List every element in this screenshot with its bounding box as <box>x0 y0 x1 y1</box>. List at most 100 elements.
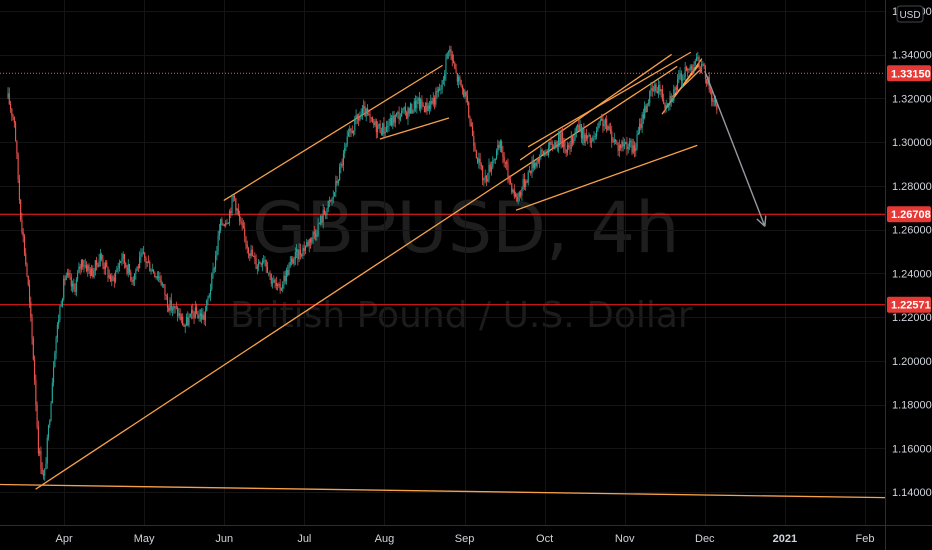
candle-body <box>63 278 65 299</box>
candle-body <box>213 268 215 270</box>
candle-body <box>340 163 342 167</box>
candle-body <box>307 242 309 246</box>
candle-body <box>511 182 513 193</box>
candle-body <box>497 144 499 151</box>
candle-body <box>378 123 380 127</box>
candle-body <box>496 150 498 159</box>
candle-body <box>482 165 484 181</box>
candle-body <box>585 134 587 139</box>
candle-body <box>113 277 115 282</box>
candle-body <box>304 246 307 251</box>
candle-body <box>541 150 543 152</box>
candle-body <box>196 307 198 314</box>
y-tick-label: 1.24000 <box>892 268 932 280</box>
currency-button[interactable]: USD <box>896 5 924 23</box>
candle-body <box>609 128 612 132</box>
candle-body <box>660 89 662 92</box>
candle-body <box>254 256 256 258</box>
candle-body <box>677 79 679 91</box>
candle-body <box>223 224 225 226</box>
candle-body <box>134 273 136 280</box>
candle-body <box>249 253 251 256</box>
candle-body <box>266 266 269 273</box>
candle-body <box>607 126 609 131</box>
candle-body <box>250 249 252 256</box>
candle-body <box>478 158 480 163</box>
candle-body <box>221 219 223 225</box>
candle-body <box>499 141 501 148</box>
candle-body <box>174 306 176 308</box>
candle-body <box>227 222 229 224</box>
candle-body <box>96 260 98 265</box>
candle-body <box>516 193 518 202</box>
candle-body <box>32 338 34 360</box>
candle-body <box>55 338 57 354</box>
candle-body <box>298 249 300 260</box>
candle-body <box>363 106 365 109</box>
candle-body <box>475 150 477 159</box>
candle-body <box>85 265 88 272</box>
candle-body <box>442 79 444 81</box>
candle-body <box>168 307 170 311</box>
candle-body <box>303 247 305 251</box>
candle-body <box>594 136 596 138</box>
candle-body <box>356 114 358 118</box>
candle-body <box>542 151 544 154</box>
candle-body <box>611 131 613 142</box>
candle-body <box>236 208 238 211</box>
candle-body <box>487 179 489 182</box>
candle-body <box>103 266 105 270</box>
candle-body <box>466 96 469 103</box>
candle-body <box>244 228 246 237</box>
candle-body <box>421 99 423 106</box>
candle-body <box>647 103 650 105</box>
candle-body <box>312 232 314 238</box>
candle-body <box>313 232 315 234</box>
y-tick-label: 1.18000 <box>892 400 932 412</box>
candle-body <box>461 86 463 90</box>
candle-body <box>669 96 671 105</box>
candle-body <box>34 359 36 381</box>
candle-body <box>74 289 76 292</box>
time-axis[interactable] <box>0 525 885 550</box>
candle-body <box>454 62 456 69</box>
candle-body <box>450 49 452 55</box>
candle-body <box>587 135 589 139</box>
candle-body <box>125 263 127 268</box>
candle-body <box>689 66 691 70</box>
candle-body <box>379 123 381 133</box>
candle-body <box>488 164 490 180</box>
candle-body <box>388 125 390 127</box>
candle-body <box>59 306 61 321</box>
projection-arrowhead <box>756 218 766 227</box>
candle-body <box>523 178 525 188</box>
price-axis[interactable] <box>885 0 932 525</box>
candle-body <box>540 150 542 157</box>
candle-body <box>716 104 718 110</box>
candle-body <box>508 177 510 181</box>
candle-body <box>258 262 260 267</box>
candle-body <box>597 127 599 131</box>
candle-body <box>399 116 401 120</box>
candle-body <box>30 301 32 318</box>
candle-body <box>141 252 143 254</box>
candle-body <box>413 101 415 110</box>
candle-body <box>170 299 172 310</box>
candle-body <box>188 317 190 326</box>
candle-body <box>65 274 67 280</box>
candle-body <box>234 195 236 199</box>
candle-body <box>532 160 534 168</box>
candle-body <box>109 275 112 282</box>
candle-body <box>54 353 56 368</box>
candle-body <box>230 211 232 213</box>
candle-body <box>416 100 418 109</box>
candle-body <box>435 91 437 105</box>
candle-body <box>515 193 517 197</box>
candle-body <box>641 114 643 129</box>
candle-body <box>192 309 194 313</box>
candle-body <box>359 116 361 121</box>
candle-body <box>323 210 325 214</box>
candle-body <box>25 253 27 264</box>
candle-body <box>444 74 446 80</box>
